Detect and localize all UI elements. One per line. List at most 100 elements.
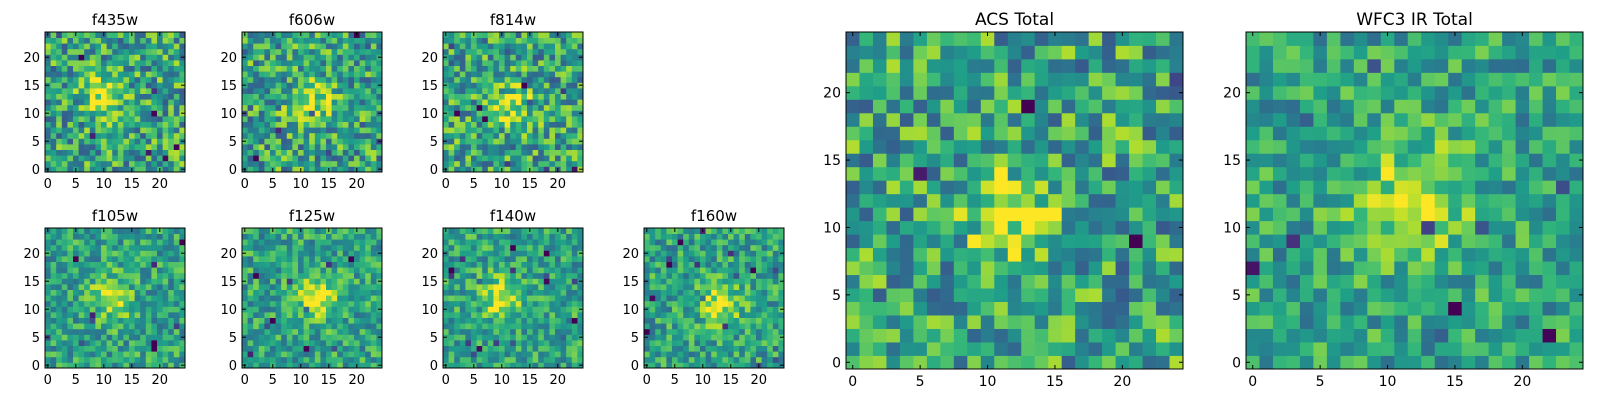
heatmap-cell [980, 247, 995, 262]
heatmap-cell [471, 127, 477, 134]
heatmap-cell [101, 328, 107, 335]
heatmap-cell [140, 88, 147, 94]
heatmap-cell [242, 323, 248, 330]
heatmap-cell [499, 312, 505, 318]
heatmap-cell [73, 233, 79, 240]
heatmap-cell [683, 323, 690, 330]
heatmap-cell [493, 144, 500, 150]
heatmap-cell [331, 284, 338, 290]
heatmap-cell [571, 334, 578, 341]
heatmap-cell [521, 32, 528, 38]
heatmap-cell [303, 138, 310, 145]
heatmap-cell [270, 93, 276, 100]
heatmap-cell [56, 43, 63, 50]
heatmap-cell [370, 166, 377, 173]
heatmap-cell [677, 295, 684, 302]
heatmap-cell [471, 340, 477, 346]
heatmap-cell [61, 48, 68, 55]
heatmap-cell [1075, 220, 1090, 235]
heatmap-cell [123, 155, 130, 162]
heatmap-cell [560, 323, 567, 330]
heatmap-cell [1007, 315, 1022, 329]
heatmap-cell [106, 278, 113, 285]
heatmap-cell [242, 356, 248, 363]
heatmap-cell [258, 132, 265, 139]
heatmap-cell [644, 300, 650, 307]
heatmap-cell [471, 104, 477, 111]
heatmap-cell [549, 71, 556, 78]
heatmap-cell [886, 328, 901, 343]
heatmap-cell [95, 76, 102, 83]
heatmap-cell [543, 250, 550, 257]
heatmap-cell [140, 300, 147, 307]
heatmap-cell [1156, 274, 1170, 289]
heatmap-cell [846, 247, 860, 262]
heatmap-cell [846, 234, 860, 249]
heatmap-cell [320, 284, 327, 290]
heatmap-cell [899, 180, 914, 195]
heatmap-cell [303, 121, 310, 128]
heatmap-cell [303, 160, 310, 167]
heatmap-cell [134, 284, 141, 290]
heatmap-cell [123, 317, 130, 324]
heatmap-cell [320, 295, 327, 302]
heatmap-cell [134, 48, 141, 55]
heatmap-cell [89, 244, 96, 251]
heatmap-cell [95, 278, 102, 285]
heatmap-cell [443, 233, 449, 240]
heatmap-cell [50, 71, 57, 78]
heatmap-cell [499, 149, 505, 156]
heatmap-cell [778, 356, 785, 363]
heatmap-cell [179, 116, 186, 122]
heatmap-cell [303, 228, 310, 234]
heatmap-cell [298, 334, 304, 341]
heatmap-cell [281, 48, 288, 55]
heatmap-cell [538, 132, 545, 139]
heatmap-cell [275, 345, 282, 352]
x-tick-label: 5 [269, 177, 277, 192]
heatmap-cell [157, 160, 163, 167]
heatmap-cell [560, 289, 567, 296]
heatmap-cell [117, 138, 124, 145]
heatmap-cell [309, 43, 316, 50]
heatmap-cell [493, 356, 500, 363]
heatmap-cell [560, 54, 567, 61]
heatmap-cell [157, 82, 163, 89]
heatmap-cell [953, 220, 968, 235]
heatmap-cell [994, 261, 1009, 276]
heatmap-cell [532, 155, 539, 162]
heatmap-cell [50, 356, 57, 363]
heatmap-cells [846, 32, 1184, 370]
heatmap-cell [499, 76, 505, 83]
heatmap-cell [258, 323, 265, 330]
heatmap-cell [314, 306, 321, 313]
heatmap-cell [370, 295, 377, 302]
heatmap-cell [716, 340, 723, 346]
heatmap-cell [45, 155, 51, 162]
heatmap-cell [549, 272, 556, 279]
heatmap-cell [365, 71, 372, 78]
heatmap-cell [761, 239, 768, 246]
heatmap-cell [258, 93, 265, 100]
heatmap-cell [365, 160, 372, 167]
heatmap-cell [555, 60, 561, 66]
heatmap-cell [465, 32, 472, 38]
heatmap-cell [179, 99, 186, 106]
heatmap-cell [365, 312, 372, 318]
heatmap-cell [482, 116, 489, 122]
heatmap-cell [700, 272, 706, 279]
heatmap-cell [309, 261, 316, 268]
heatmap-cell [672, 250, 678, 257]
heatmap-cell [365, 110, 372, 117]
heatmap-cell [772, 284, 779, 290]
heatmap-cell [666, 340, 673, 346]
heatmap-cell [716, 356, 723, 363]
heatmap-cell [129, 121, 135, 128]
heatmap-cell [270, 233, 276, 240]
heatmap-cell [314, 228, 321, 234]
heatmap-cell [67, 317, 74, 324]
heatmap-cell [247, 351, 254, 358]
heatmap-cell [549, 340, 556, 346]
x-tick-label: 20 [152, 177, 169, 192]
heatmap-cell [515, 272, 522, 279]
